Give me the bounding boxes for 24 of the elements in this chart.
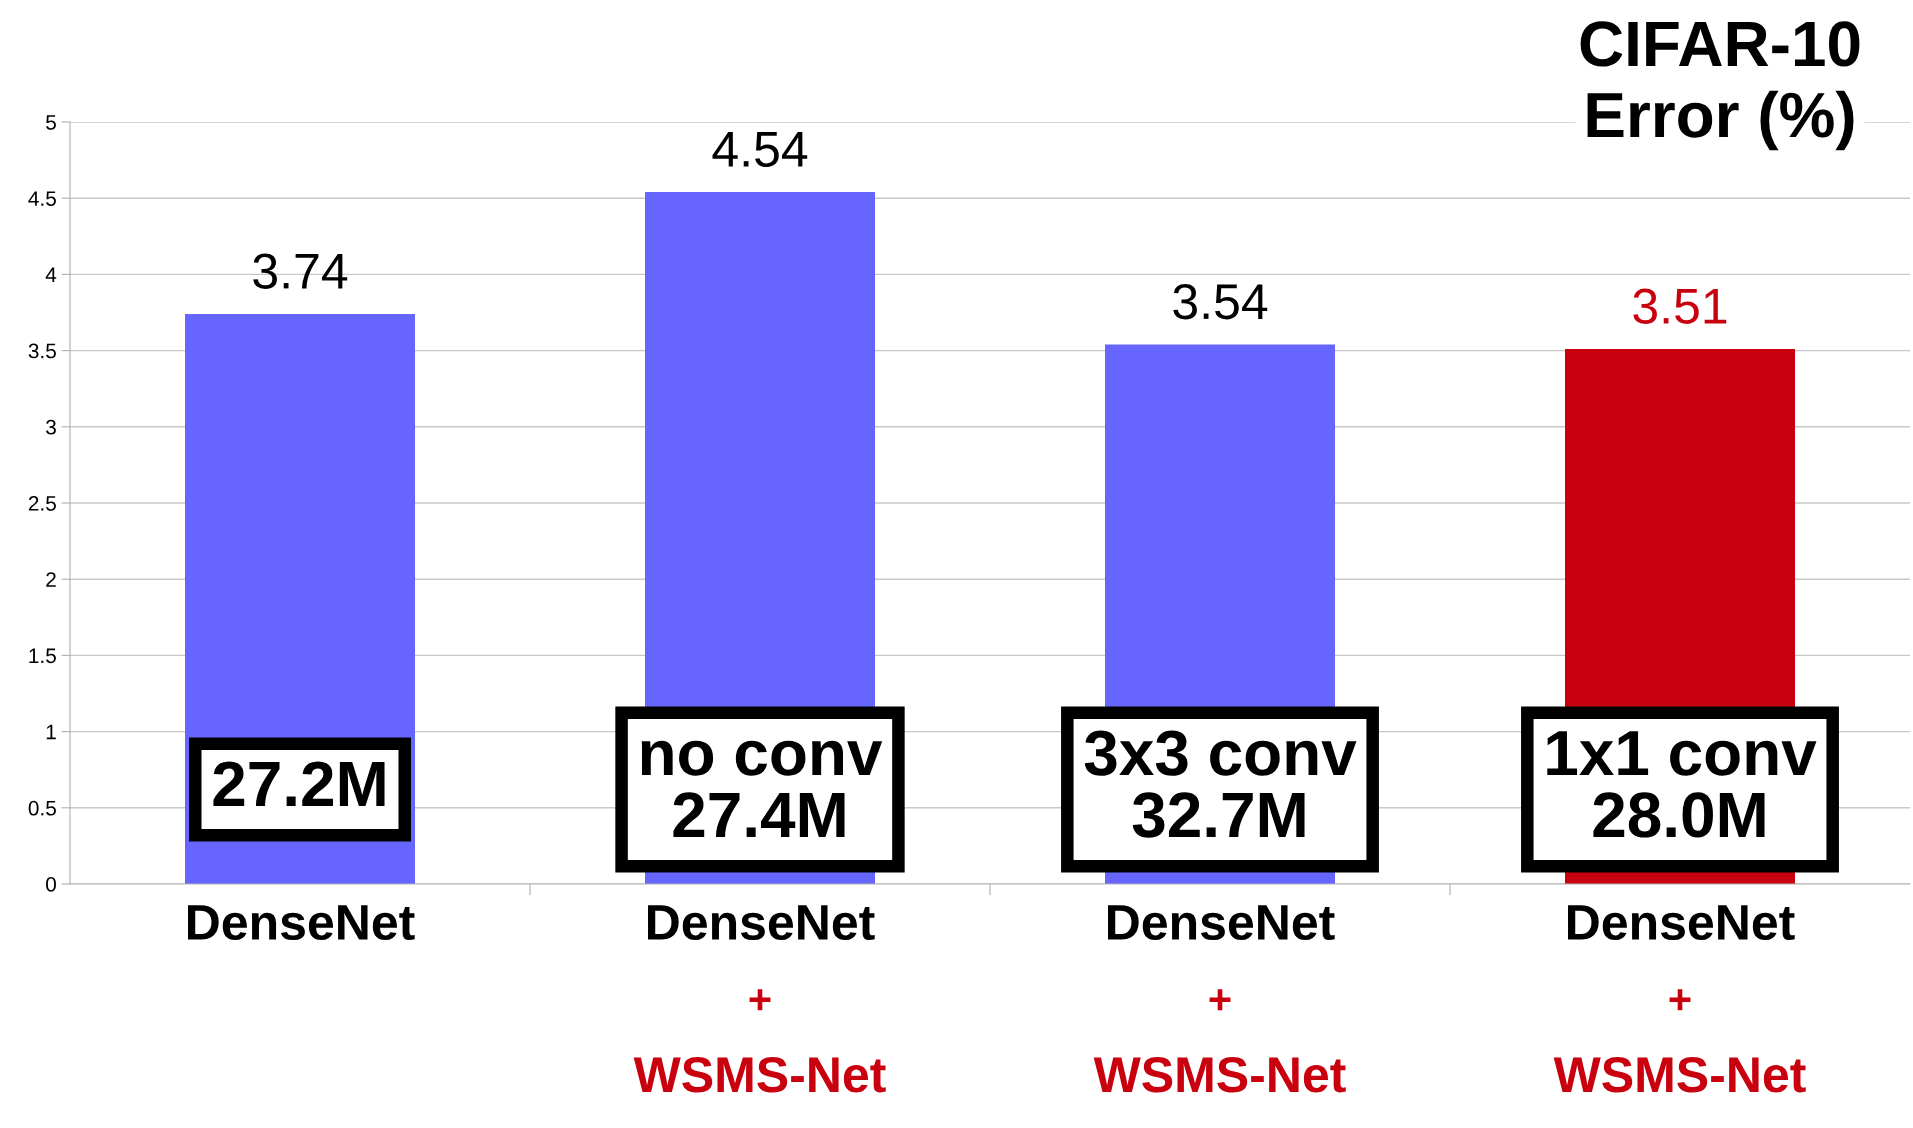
annotation: 1x1 conv 28.0M (1547, 731, 1817, 838)
annotation: no conv 27.4M (641, 740, 883, 837)
y-tick-label: 4.5 (28, 191, 56, 206)
x-tick-label: DenseNet (188, 905, 415, 941)
y-tick-label: 1 (46, 724, 56, 740)
data-label: 3.51 (1633, 288, 1727, 324)
y-tick-label: 0.5 (28, 800, 56, 816)
x-tick-label: DenseNet + WSMS-Net (633, 905, 886, 1093)
y-tick-label: 0 (46, 877, 56, 892)
y-tick-label: 1.5 (29, 648, 56, 664)
x-tick-label: DenseNet + WSMS-Net (1553, 905, 1806, 1093)
y-tick-label: 3 (46, 419, 56, 435)
y-tick-label: 5 (46, 115, 56, 130)
data-label: 3.54 (1173, 283, 1268, 320)
annotation: 3x3 conv 32.7M (1084, 730, 1357, 838)
annotation: 27.2M (213, 761, 385, 807)
data-label: 3.74 (253, 253, 348, 289)
y-tick-label: 2.5 (28, 496, 56, 511)
y-tick-label: 4 (45, 267, 57, 282)
chart-title: CIFAR-10 Error (%) (1580, 21, 1860, 151)
data-label: 4.54 (712, 132, 808, 167)
y-tick-label: 3.5 (28, 343, 56, 359)
y-tick-label: 2 (46, 572, 56, 587)
x-tick-label: DenseNet + WSMS-Net (1093, 905, 1346, 1093)
